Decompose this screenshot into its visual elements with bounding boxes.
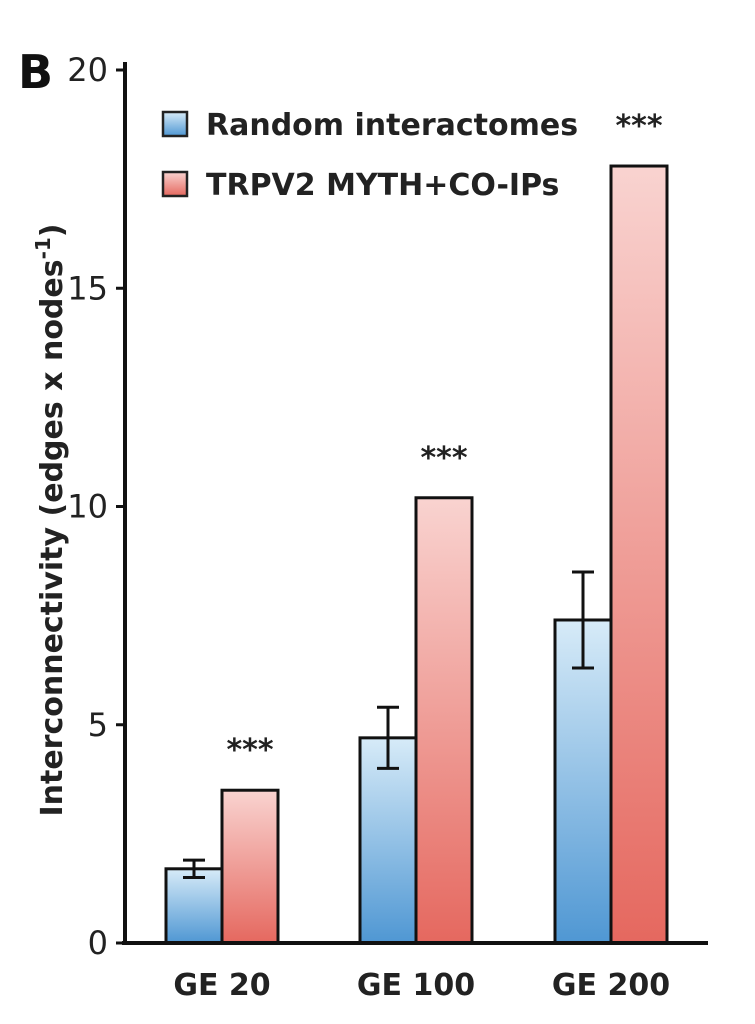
y-tick-label: 0 <box>88 924 108 962</box>
legend-label-random: Random interactomes <box>206 108 578 143</box>
panel-label: B <box>18 45 53 99</box>
y-axis-ticks: 0 5 10 15 20 <box>67 51 125 962</box>
significance-marker: *** <box>226 733 273 768</box>
bars <box>164 164 669 945</box>
x-category-label: GE 200 <box>552 968 670 1003</box>
y-tick-label: 5 <box>88 706 108 744</box>
y-tick-label: 15 <box>67 269 108 307</box>
x-axis-categories: GE 20 GE 100 GE 200 <box>173 968 670 1003</box>
x-category-label: GE 20 <box>173 968 270 1003</box>
significance-marker: *** <box>420 441 467 476</box>
bar-trpv2-ge100 <box>414 496 474 945</box>
y-tick-label: 20 <box>67 51 108 89</box>
y-tick-label: 10 <box>67 488 108 526</box>
significance-marker: *** <box>615 109 662 144</box>
legend: Random interactomes TRPV2 MYTH+CO-IPs <box>161 108 578 203</box>
x-category-label: GE 100 <box>357 968 475 1003</box>
bar-random-ge20 <box>164 867 224 945</box>
error-bars <box>183 570 594 880</box>
bar-trpv2-ge200 <box>609 164 669 945</box>
legend-swatch-random <box>161 110 189 138</box>
legend-swatch-trpv2 <box>161 170 189 198</box>
y-axis-label: Interconnectivity (edges x nodes-1) <box>31 223 70 816</box>
legend-label-trpv2: TRPV2 MYTH+CO-IPs <box>206 168 559 203</box>
significance-markers: *** *** *** <box>226 109 662 768</box>
bar-trpv2-ge20 <box>220 788 280 945</box>
